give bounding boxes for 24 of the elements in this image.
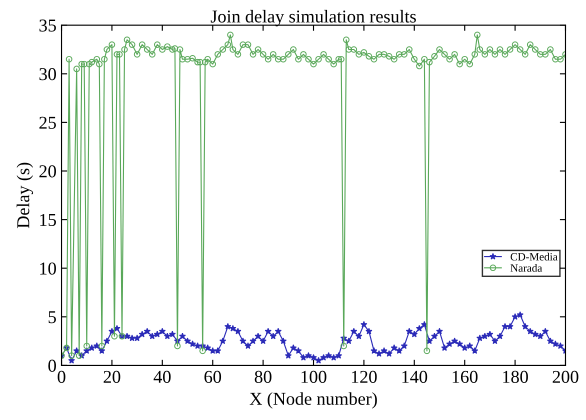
x-tick-label: 20	[104, 370, 120, 383]
x-tick-label: 0	[58, 370, 66, 383]
y-tick-label: 30	[39, 68, 56, 80]
y-axis-title: Delay (s)	[16, 162, 34, 228]
x-tick-label: 80	[254, 370, 272, 383]
x-tick-label: 200	[552, 370, 578, 383]
chart-title: Join delay simulation results	[210, 10, 416, 26]
x-tick-label: 160	[452, 370, 478, 383]
legend-label: CD-Media	[510, 252, 558, 261]
x-axis-title: X (Node number)	[250, 392, 377, 409]
y-tick-label: 10	[40, 262, 56, 275]
y-tick-label: 5	[48, 311, 56, 324]
x-tick-label: 180	[503, 370, 528, 383]
y-tick-label: 20	[39, 165, 56, 178]
y-tick-label: 15	[40, 214, 56, 226]
x-tick-label: 40	[154, 370, 171, 383]
y-tick-label: 25	[39, 116, 56, 129]
x-tick-label: 60	[204, 370, 222, 383]
y-tick-label: 35	[39, 20, 56, 32]
x-tick-label: 140	[402, 370, 428, 383]
y-tick-label: 0	[48, 360, 56, 372]
x-tick-label: 120	[352, 370, 377, 383]
x-tick-label: 100	[302, 370, 326, 383]
legend-label: Narada	[510, 264, 542, 272]
